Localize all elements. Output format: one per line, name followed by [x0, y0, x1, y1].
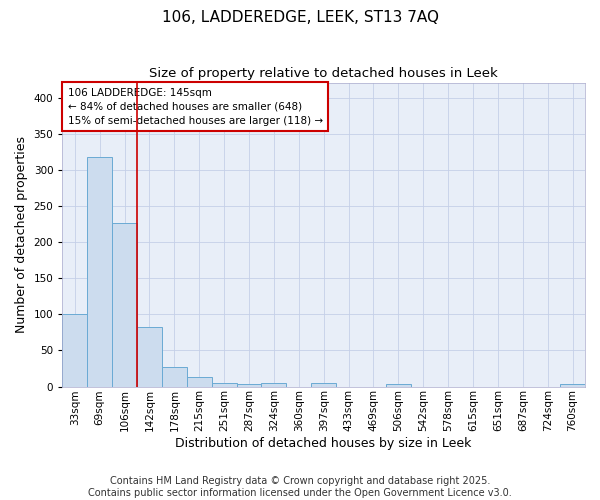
- Title: Size of property relative to detached houses in Leek: Size of property relative to detached ho…: [149, 68, 498, 80]
- Text: 106 LADDEREDGE: 145sqm
← 84% of detached houses are smaller (648)
15% of semi-de: 106 LADDEREDGE: 145sqm ← 84% of detached…: [68, 88, 323, 126]
- Bar: [137, 326, 162, 386]
- X-axis label: Distribution of detached houses by size in Leek: Distribution of detached houses by size …: [175, 437, 472, 450]
- Bar: [386, 384, 411, 386]
- Bar: [560, 384, 585, 386]
- Bar: [187, 377, 212, 386]
- Bar: [262, 383, 286, 386]
- Bar: [311, 383, 336, 386]
- Bar: [87, 158, 112, 386]
- Bar: [62, 314, 87, 386]
- Bar: [212, 383, 236, 386]
- Bar: [162, 367, 187, 386]
- Bar: [236, 384, 262, 386]
- Bar: [112, 223, 137, 386]
- Text: Contains HM Land Registry data © Crown copyright and database right 2025.
Contai: Contains HM Land Registry data © Crown c…: [88, 476, 512, 498]
- Text: 106, LADDEREDGE, LEEK, ST13 7AQ: 106, LADDEREDGE, LEEK, ST13 7AQ: [161, 10, 439, 25]
- Y-axis label: Number of detached properties: Number of detached properties: [15, 136, 28, 334]
